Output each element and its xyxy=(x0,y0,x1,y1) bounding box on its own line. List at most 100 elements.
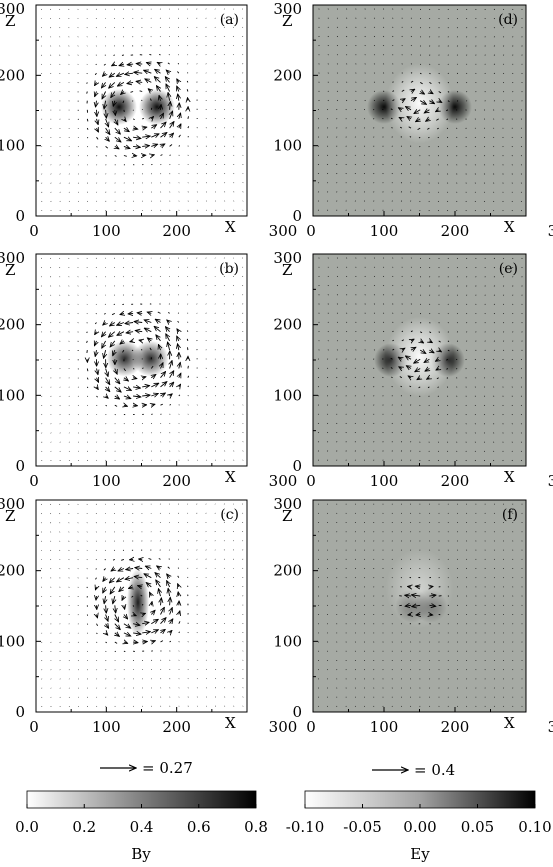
vector-arrow xyxy=(133,396,141,397)
vector-arrow xyxy=(161,144,165,147)
vector-arrow xyxy=(438,331,441,333)
ey-vector-scale-label: = 0.4 xyxy=(414,761,455,779)
vector-arrow xyxy=(170,111,173,120)
vector-arrow xyxy=(110,586,116,594)
vector-arrow xyxy=(115,368,117,375)
vector-arrow xyxy=(178,394,181,397)
vector-arrow xyxy=(86,331,88,334)
vector-arrow xyxy=(112,64,115,66)
vector-arrow xyxy=(95,63,97,66)
vector-arrow xyxy=(96,596,97,600)
vector-arrow xyxy=(446,109,449,112)
vector-arrow xyxy=(151,629,158,633)
vector-arrow xyxy=(126,569,134,570)
field-concentration xyxy=(385,548,454,629)
by-vector-scale: = 0.27 xyxy=(100,759,193,777)
x-tick-label: 0 xyxy=(306,718,316,736)
vector-arrow xyxy=(96,100,97,107)
vector-arrow xyxy=(187,72,189,74)
vector-arrow xyxy=(177,86,179,92)
vector-arrow xyxy=(117,577,125,582)
vector-arrow xyxy=(122,349,125,353)
colorbar-by-ticks: 0.0 0.2 0.4 0.6 0.8 xyxy=(15,804,268,836)
vector-arrow xyxy=(151,374,156,377)
vector-arrow xyxy=(106,387,110,392)
z-tick-label: 300 xyxy=(0,495,25,513)
vector-arrow xyxy=(428,395,430,397)
vector-arrow xyxy=(151,404,155,405)
vector-arrow xyxy=(186,80,189,83)
vector-arrow xyxy=(179,384,181,387)
vector-arrow xyxy=(111,91,115,98)
colorbar-tick-label: 0.10 xyxy=(518,818,551,836)
vector-arrow xyxy=(114,127,121,134)
vector-arrow xyxy=(178,145,181,147)
vector-arrow xyxy=(104,100,106,109)
vector-arrow xyxy=(390,117,393,120)
vector-arrow xyxy=(151,610,155,614)
vector-arrow xyxy=(446,358,449,361)
vector-arrow xyxy=(133,633,141,634)
vector-arrow xyxy=(429,615,432,616)
vector-arrow xyxy=(159,53,161,56)
vector-arrow xyxy=(120,341,124,344)
x-tick-label: 300 xyxy=(548,222,553,240)
vector-arrow xyxy=(128,587,133,589)
vector-arrow xyxy=(132,118,135,121)
vector-arrow xyxy=(106,137,110,141)
vector-arrow xyxy=(109,577,116,583)
z-tick-label: 300 xyxy=(0,0,25,18)
vector-arrow xyxy=(456,91,459,93)
vector-arrow xyxy=(402,348,405,350)
vector-arrow xyxy=(412,605,421,606)
field-concentration xyxy=(385,63,454,144)
vector-arrow xyxy=(425,369,430,372)
vector-arrow xyxy=(151,117,153,119)
x-tick-label: 300 xyxy=(548,472,553,490)
vector-arrow xyxy=(139,90,143,92)
panel-b: 0 100 200 300 0 100 200 300 X Z (b) xyxy=(0,249,297,490)
vector-arrow xyxy=(169,154,171,156)
vector-arrow xyxy=(86,91,88,94)
vector-arrow xyxy=(429,322,431,324)
vector-arrow xyxy=(179,103,180,110)
vector-arrow xyxy=(151,641,155,642)
vector-arrow xyxy=(124,405,128,406)
z-tick-label: 0 xyxy=(292,457,302,475)
vector-arrow xyxy=(123,368,126,372)
vector-arrow xyxy=(415,369,421,372)
vector-arrow xyxy=(447,100,450,102)
panel-label: (d) xyxy=(498,12,518,28)
vector-arrow xyxy=(447,349,450,352)
vector-arrow xyxy=(161,607,165,615)
vector-arrow xyxy=(407,117,411,119)
z-tick-label: 0 xyxy=(292,703,302,721)
x-axis-label: X xyxy=(225,714,236,732)
vector-arrow xyxy=(86,146,89,148)
vector-arrow xyxy=(446,377,449,379)
vector-arrow xyxy=(414,110,421,114)
vector-arrow xyxy=(94,341,96,346)
vector-arrow xyxy=(102,73,105,76)
vector-arrow xyxy=(145,79,152,83)
vector-arrow xyxy=(456,349,459,351)
vector-arrow xyxy=(435,359,438,361)
vector-arrow xyxy=(169,122,174,129)
vector-arrow xyxy=(146,63,151,65)
vector-arrow xyxy=(437,386,439,388)
vector-arrow xyxy=(142,146,149,147)
vector-arrow xyxy=(177,320,180,323)
vector-arrow xyxy=(115,109,116,116)
vector-arrow xyxy=(138,586,143,587)
vector-arrow xyxy=(390,108,393,111)
vector-field xyxy=(40,257,244,462)
vector-arrow xyxy=(103,586,106,593)
vector-arrow xyxy=(118,569,125,572)
vector-arrow xyxy=(124,119,126,122)
vector-arrow xyxy=(106,118,109,127)
colorbar-tick-label: 0.05 xyxy=(461,818,494,836)
vector-arrow xyxy=(86,127,89,130)
x-tick-label: 0 xyxy=(306,222,316,240)
z-axis-label: Z xyxy=(282,507,292,525)
vector-arrow xyxy=(187,126,190,129)
